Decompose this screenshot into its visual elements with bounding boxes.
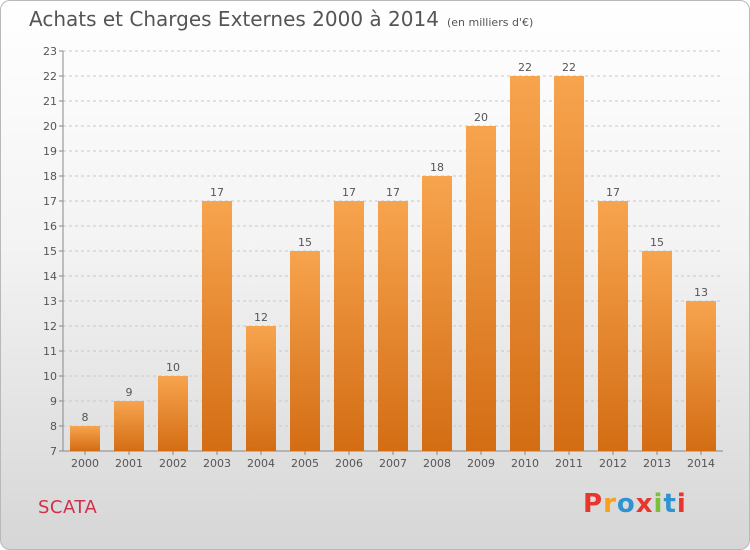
commune-name: SCATA xyxy=(38,497,98,518)
data-label: 17 xyxy=(210,186,224,199)
data-label: 17 xyxy=(606,186,620,199)
x-tick-label: 2000 xyxy=(71,457,99,470)
data-label: 9 xyxy=(126,386,133,399)
x-tick-label: 2001 xyxy=(115,457,143,470)
bar xyxy=(158,376,188,451)
y-tick-label: 9 xyxy=(50,395,57,408)
x-tick-label: 2007 xyxy=(379,457,407,470)
x-tick-label: 2013 xyxy=(643,457,671,470)
bar xyxy=(246,326,276,451)
data-label: 22 xyxy=(518,61,532,74)
bar xyxy=(642,251,672,451)
bar xyxy=(598,201,628,451)
y-tick-label: 22 xyxy=(43,70,57,83)
data-label: 20 xyxy=(474,111,488,124)
data-label: 15 xyxy=(650,236,664,249)
logo-letter: i xyxy=(653,489,664,519)
y-tick-label: 23 xyxy=(43,45,57,58)
x-tick-label: 2006 xyxy=(335,457,363,470)
bar xyxy=(334,201,364,451)
x-tick-label: 2004 xyxy=(247,457,275,470)
proxiti-logo: Proxiti xyxy=(583,489,687,519)
bar xyxy=(290,251,320,451)
y-tick-label: 8 xyxy=(50,420,57,433)
data-label: 10 xyxy=(166,361,180,374)
y-tick-label: 16 xyxy=(43,220,57,233)
x-tick-label: 2008 xyxy=(423,457,451,470)
data-label: 8 xyxy=(82,411,89,424)
y-tick-label: 13 xyxy=(43,295,57,308)
x-tick-label: 2009 xyxy=(467,457,495,470)
bar xyxy=(70,426,100,451)
data-label: 12 xyxy=(254,311,268,324)
y-tick-label: 14 xyxy=(43,270,57,283)
y-tick-label: 21 xyxy=(43,95,57,108)
data-label: 18 xyxy=(430,161,444,174)
x-tick-label: 2002 xyxy=(159,457,187,470)
y-tick-label: 18 xyxy=(43,170,57,183)
chart-title: Achats et Charges Externes 2000 à 2014 (e… xyxy=(29,7,533,31)
y-tick-label: 17 xyxy=(43,195,57,208)
bar xyxy=(114,401,144,451)
data-label: 13 xyxy=(694,286,708,299)
y-tick-label: 20 xyxy=(43,120,57,133)
x-tick-label: 2005 xyxy=(291,457,319,470)
data-label: 15 xyxy=(298,236,312,249)
chart-unit: (en milliers d'€) xyxy=(446,16,534,29)
y-tick-label: 19 xyxy=(43,145,57,158)
y-tick-label: 15 xyxy=(43,245,57,258)
bar xyxy=(422,176,452,451)
data-label: 17 xyxy=(386,186,400,199)
bar xyxy=(202,201,232,451)
y-tick-label: 7 xyxy=(50,445,57,458)
bar xyxy=(510,76,540,451)
logo-letter: t xyxy=(663,489,677,519)
data-label: 17 xyxy=(342,186,356,199)
axes: 7 8 9 10 11 12 13 14 15 16 17 18 19 20 21 22 23 2000 2001 2… xyxy=(43,45,723,470)
x-tick-label: 2014 xyxy=(687,457,715,470)
y-tick-label: 10 xyxy=(43,370,57,383)
x-tick-label: 2010 xyxy=(511,457,539,470)
logo-letter: i xyxy=(676,489,687,519)
logo-letter: P xyxy=(583,489,604,519)
logo-letter: o xyxy=(616,489,636,519)
bar xyxy=(378,201,408,451)
logo-letter: r xyxy=(603,489,617,519)
x-tick-label: 2011 xyxy=(555,457,583,470)
chart-title-text: Achats et Charges Externes 2000 à 2014 xyxy=(29,7,439,31)
x-tick-label: 2003 xyxy=(203,457,231,470)
bar xyxy=(466,126,496,451)
bar xyxy=(686,301,716,451)
data-labels: 8 9 10 17 12 15 17 17 18 20 22 22 17 15 13 xyxy=(82,61,709,424)
y-tick-label: 11 xyxy=(43,345,57,358)
bars xyxy=(70,76,716,451)
x-tick-label: 2012 xyxy=(599,457,627,470)
data-label: 22 xyxy=(562,61,576,74)
bar xyxy=(554,76,584,451)
y-tick-label: 12 xyxy=(43,320,57,333)
logo-letter: x xyxy=(635,489,654,519)
